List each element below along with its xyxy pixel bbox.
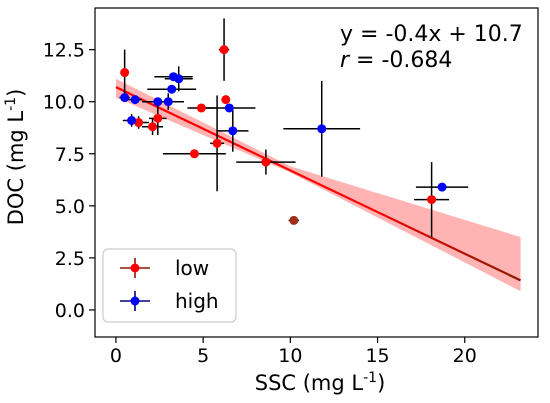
point-low-9 [261,157,271,167]
legend-low-label: low [175,256,209,280]
legend-entry-high: high [120,289,219,313]
plot-area: 0 5 10 15 20 0.0 2.5 5.0 7.5 10.0 12.5 [43,7,539,367]
y-tick-label-2: 5.0 [55,196,85,218]
point-low-1 [134,118,144,128]
y-axis-label-main: DOC (mg L [4,111,28,226]
point-low-11 [427,195,437,205]
axes-frame [94,7,539,338]
x-tick-label-3: 15 [365,345,389,367]
x-axis-label: SSC (mg L-1) [255,370,386,395]
y-tick-label-1: 2.5 [55,248,85,270]
point-high-2 [130,95,140,105]
correlation-label: r = -0.684 [340,48,452,73]
point-low-0 [120,68,130,78]
point-low-10 [289,215,299,225]
y-axis-label-sup: -1 [3,97,19,111]
correlation-r-value: = -0.684 [349,48,452,73]
point-low-6 [212,138,222,148]
point-high-9 [228,126,238,136]
point-high-11 [437,182,447,192]
legend: low high [102,248,237,323]
point-high-7 [174,74,184,84]
point-high-8 [224,103,234,113]
legend-high-label: high [175,289,219,313]
point-low-8 [221,95,231,105]
y-axis-label-end: ) [4,89,28,97]
point-high-3 [153,97,163,107]
x-tick-label-0: 0 [110,345,122,367]
point-low-2 [148,122,158,132]
y-tick-label-5: 12.5 [43,40,85,62]
legend-high-marker [130,296,140,306]
y-tick-label-4: 10.0 [43,92,85,114]
x-tick-label-4: 20 [453,345,477,367]
x-axis-label-end: ) [377,371,385,395]
point-high-4 [163,97,173,107]
y-tick-label-0: 0.0 [55,300,85,322]
regression-line [115,86,522,282]
x-axis-label-sup: -1 [363,370,377,386]
correlation-r-symbol: r [340,48,351,73]
legend-low-marker [130,263,140,273]
x-tick-label-1: 5 [197,345,209,367]
point-high-0 [120,93,130,103]
point-high-10 [317,124,327,134]
point-low-5 [196,103,206,113]
y-tick-label-3: 7.5 [55,144,85,166]
legend-entry-low: low [120,256,209,280]
x-tick-label-2: 10 [278,345,302,367]
point-low-7 [219,45,229,55]
point-low-4 [189,149,199,159]
point-high-5 [167,84,177,94]
x-axis-label-main: SSC (mg L [255,371,364,395]
point-low-3 [153,113,163,123]
regression-equation: y = -0.4x + 10.7 [340,22,523,47]
point-high-1 [127,115,137,125]
y-axis-label: DOC (mg L-1) [3,89,28,226]
